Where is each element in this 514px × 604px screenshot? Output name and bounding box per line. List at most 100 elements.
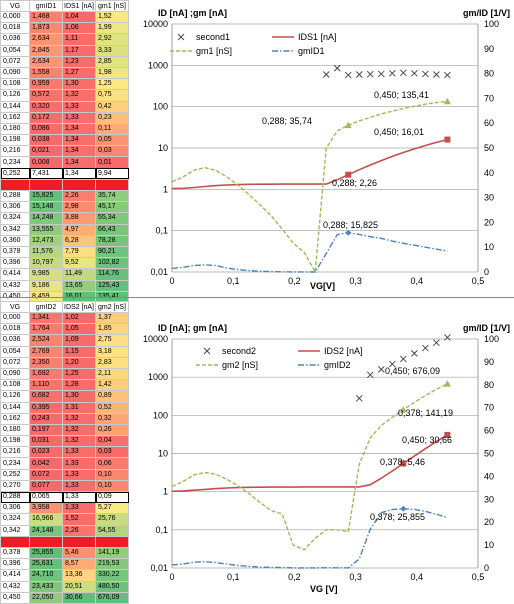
y2-tick-label: 100 bbox=[484, 334, 499, 344]
y2-tick-label: 40 bbox=[484, 168, 494, 178]
table-row: 0,126 0,682 1,30 0,89 bbox=[0, 390, 129, 403]
legend-entry: IDS1 [nA] bbox=[298, 32, 337, 42]
y2-tick-label: 50 bbox=[484, 449, 494, 459]
y2-tick-label: 20 bbox=[484, 517, 494, 527]
y-tick-label: 10000 bbox=[143, 19, 168, 29]
data-label: 0,450; 676,09 bbox=[385, 366, 440, 376]
y-tick-label: 100 bbox=[153, 102, 168, 112]
table-cell: 0,360 bbox=[0, 234, 30, 247]
table-cell: 6,28 bbox=[62, 234, 96, 247]
table-row: 0,036 2,524 1,09 2,75 bbox=[0, 334, 129, 347]
table-cell: 3,88 bbox=[62, 212, 96, 225]
y-tick-label: 1000 bbox=[148, 60, 168, 70]
table-row: 0,324 14,248 3,88 55,34 bbox=[0, 212, 129, 225]
y2-tick-label: 20 bbox=[484, 217, 494, 227]
chart-1: 0,010,1110100100010000010203040506070809… bbox=[143, 8, 510, 291]
legend-entry: IDS2 [nA] bbox=[324, 346, 363, 356]
legend-entry: gm2 [nS] bbox=[222, 360, 258, 370]
x-tick-label: 0,2 bbox=[288, 276, 301, 286]
y2-tick-label: 60 bbox=[484, 118, 494, 128]
x-axis-label: VG[V] bbox=[310, 281, 335, 291]
x-tick-label: 0,5 bbox=[472, 276, 485, 286]
y2-axis-label: gm/ID [1/V] bbox=[463, 8, 510, 18]
table-cell: 5,27 bbox=[95, 502, 129, 515]
table-cell: 12,473 bbox=[29, 234, 63, 247]
table-cell: 0,378 bbox=[0, 546, 30, 560]
y-tick-label: 0,01 bbox=[150, 563, 168, 573]
table-row: 0,054 2,845 1,17 3,33 bbox=[0, 44, 129, 57]
table-row: 0,360 25,536 3,48 88,93 bbox=[0, 535, 129, 548]
data-label: 0,450; 16,01 bbox=[374, 127, 424, 137]
y2-tick-label: 0 bbox=[484, 267, 489, 277]
table-cell: 90,21 bbox=[95, 245, 129, 259]
table-row: 0,306 3,958 1,33 5,27 bbox=[0, 502, 129, 515]
second-marker bbox=[355, 394, 363, 402]
data-table-1: VG gmID1 IDS1 [nA] gm1 [nS] 0,000 1,468 1,04 1,… bbox=[0, 0, 129, 303]
legend-entry: gmID1 bbox=[298, 46, 325, 56]
x-tick-label: 0,1 bbox=[227, 572, 240, 582]
table-row: 0,054 2,769 1,15 3,18 bbox=[0, 345, 129, 358]
table-row: 0,342 13,555 4,97 66,43 bbox=[0, 223, 129, 236]
legend-entry: second1 bbox=[196, 32, 230, 42]
table-cell: 0,05 bbox=[95, 134, 129, 147]
ids-marker bbox=[400, 460, 407, 467]
table-cell: 0,234 bbox=[0, 156, 30, 169]
table-cell: 1,85 bbox=[95, 323, 129, 336]
y2-tick-label: 70 bbox=[484, 93, 494, 103]
second-marker bbox=[322, 71, 330, 78]
table-cell: 0,288 bbox=[0, 189, 30, 203]
table-cell: 55,34 bbox=[95, 212, 129, 225]
y2-tick-label: 30 bbox=[484, 193, 494, 203]
table-row: 0,090 1,558 1,27 1,98 bbox=[0, 66, 129, 80]
table-cell: 66,43 bbox=[95, 223, 129, 236]
y2-tick-label: 90 bbox=[484, 44, 494, 54]
y2-tick-label: 40 bbox=[484, 471, 494, 481]
gm-marker bbox=[443, 97, 451, 105]
table-cell: 35,74 bbox=[95, 189, 129, 203]
data-label: 0,450; 135,41 bbox=[374, 90, 429, 100]
ids-marker bbox=[345, 171, 352, 178]
second-marker bbox=[433, 71, 440, 78]
table-cell: 25,58 bbox=[95, 178, 129, 192]
table-cell: 2,26 bbox=[62, 189, 96, 203]
gm-marker bbox=[399, 406, 407, 413]
table-row: 0,198 0,038 1,34 0,05 bbox=[0, 134, 129, 147]
series-line-ids bbox=[171, 138, 448, 190]
x-tick-label: 0,4 bbox=[411, 572, 424, 582]
series-line-gm bbox=[171, 100, 448, 275]
table-cell: 0,270 bbox=[0, 178, 30, 192]
table-cell: 0,342 bbox=[0, 223, 30, 236]
legend-entry: gm1 [nS] bbox=[196, 46, 232, 56]
table-cell: 1,873 bbox=[29, 22, 63, 35]
second-marker bbox=[377, 366, 385, 373]
table-row: 0,342 24,148 2,26 54,55 bbox=[0, 524, 129, 537]
second-marker bbox=[444, 71, 451, 79]
ids-marker bbox=[444, 431, 451, 438]
data-label: 0,378; 5,46 bbox=[380, 457, 425, 467]
table-row: 0,378 25,855 5,46 141,19 bbox=[0, 546, 129, 560]
second-marker bbox=[411, 350, 418, 357]
data-label: 0,288; 15,825 bbox=[323, 220, 378, 230]
y2-tick-label: 100 bbox=[484, 19, 499, 29]
table-row: 0,270 15,086 1,70 25,58 bbox=[0, 178, 129, 192]
y-tick-label: 10000 bbox=[143, 334, 168, 344]
legend-entry: second2 bbox=[222, 346, 256, 356]
y-tick-label: 0,01 bbox=[150, 267, 168, 277]
table-row: 0,378 11,576 7,79 90,21 bbox=[0, 245, 129, 259]
table-row: 0,396 25,631 8,57 219,53 bbox=[0, 558, 129, 571]
table-row: 0,414 9,985 11,49 114,76 bbox=[0, 268, 129, 281]
table-row: 0,072 2,350 1,20 2,83 bbox=[0, 356, 129, 369]
data-label: 0,288; 2,26 bbox=[332, 178, 377, 188]
y-tick-label: 1 bbox=[163, 184, 168, 194]
table-cell: 0,682 bbox=[29, 390, 63, 403]
x-tick-label: 0,4 bbox=[411, 276, 424, 286]
table-cell: 0,03 bbox=[95, 145, 129, 158]
y2-tick-label: 10 bbox=[484, 242, 494, 252]
second-marker bbox=[422, 70, 429, 78]
table-row: 0,234 0,008 1,34 0,01 bbox=[0, 156, 129, 169]
table-cell: 14,248 bbox=[29, 212, 63, 225]
table-cell: 0,23 bbox=[95, 111, 129, 124]
y-tick-label: 1 bbox=[163, 487, 168, 497]
gmid-marker bbox=[400, 505, 407, 512]
table-row: 0,360 12,473 6,28 78,28 bbox=[0, 234, 129, 247]
